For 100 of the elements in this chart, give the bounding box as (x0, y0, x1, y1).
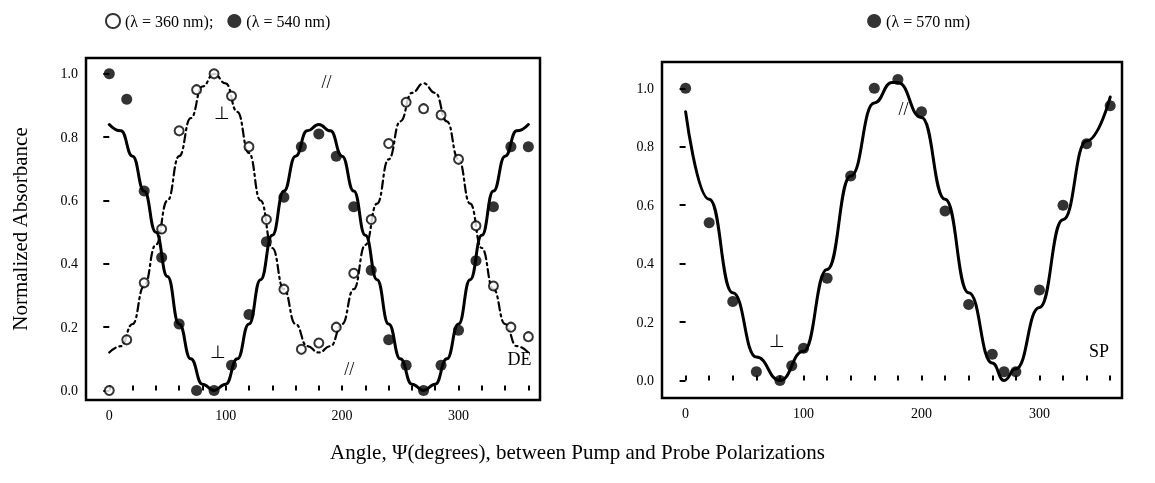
legend-label: (λ = 570 nm) (886, 12, 971, 31)
point (121, 334, 133, 346)
legend-label: (λ = 360 nm); (125, 12, 214, 31)
y-tick-label: 0.2 (60, 319, 78, 335)
point (260, 214, 272, 225)
point (243, 309, 255, 320)
point (383, 138, 395, 149)
point (418, 103, 430, 115)
y-axis-title: Normalized Absorbance (7, 127, 32, 331)
x-tick-label: 100 (793, 405, 815, 421)
point (470, 255, 482, 267)
point (173, 125, 185, 137)
point (505, 321, 517, 333)
annotation: DE (507, 348, 532, 369)
point (774, 374, 786, 386)
point (916, 106, 927, 118)
point (680, 82, 692, 94)
point (191, 385, 203, 396)
point (939, 205, 951, 217)
annotation: SP (1088, 340, 1110, 361)
point (1104, 100, 1116, 112)
point (1010, 366, 1022, 378)
point (103, 385, 115, 396)
point (1057, 199, 1069, 211)
point (1081, 138, 1093, 150)
point (418, 385, 430, 396)
x-tick-label: 0 (682, 405, 690, 421)
point (156, 252, 168, 263)
point (208, 68, 220, 80)
point (260, 236, 272, 248)
x-tick-label: 300 (1028, 405, 1050, 421)
point (986, 348, 998, 360)
point (278, 191, 290, 203)
point (892, 74, 904, 86)
y-tick-label: 0.4 (636, 256, 654, 272)
point (453, 153, 465, 165)
y-tick-label: 0.2 (636, 314, 654, 330)
point (727, 296, 739, 308)
point (786, 360, 798, 372)
point (226, 359, 238, 371)
x-tick-label: 100 (215, 407, 237, 423)
point (750, 366, 762, 378)
point (383, 334, 395, 346)
point (435, 359, 447, 371)
point (138, 277, 150, 289)
x-tick-label: 300 (448, 407, 470, 423)
y-tick-label: 0.0 (60, 383, 78, 398)
point (470, 220, 482, 232)
y-tick-label: 0.8 (60, 129, 78, 145)
annotation: ⊥ (214, 102, 231, 123)
legend-label: (λ = 540 nm) (246, 12, 331, 31)
annotation: // (898, 99, 909, 120)
point (191, 84, 203, 96)
point (313, 128, 325, 140)
y-tick-label: 0.4 (60, 256, 78, 272)
point (313, 337, 325, 349)
point (1033, 284, 1045, 296)
point (243, 141, 255, 153)
point (278, 283, 290, 295)
point (103, 68, 115, 80)
x-tick-label: 200 (910, 405, 932, 421)
annotation: ⊥ (769, 330, 785, 351)
point (348, 267, 360, 279)
point (522, 331, 534, 343)
point (435, 109, 447, 121)
point (138, 185, 150, 197)
y-tick-label: 1.0 (60, 66, 78, 82)
point (505, 141, 517, 153)
y-tick-label: 0.0 (636, 372, 654, 388)
annotation: // (321, 71, 332, 92)
point (156, 223, 168, 235)
point (868, 82, 880, 94)
point (330, 321, 342, 333)
annotation: ⊥ (209, 342, 226, 363)
y-tick-label: 0.6 (60, 193, 78, 208)
point (998, 366, 1010, 378)
point (453, 324, 465, 336)
point (208, 385, 220, 396)
point (798, 342, 810, 354)
y-tick-label: 0.6 (636, 197, 654, 213)
y-tick-label: 0.8 (636, 139, 654, 155)
annotation: // (344, 359, 355, 380)
point (365, 214, 377, 225)
point (400, 359, 412, 371)
x-tick-label: 0 (105, 407, 113, 423)
point (365, 264, 377, 276)
x-axis-title: Angle, Ψ(degrees), between Pump and Probe Polarizations (329, 440, 826, 465)
y-tick-label: 1.0 (636, 80, 654, 96)
x-tick-label: 200 (331, 407, 353, 423)
point (295, 141, 307, 153)
point (522, 141, 534, 153)
point (295, 343, 307, 355)
point (173, 318, 185, 330)
point (963, 299, 975, 310)
point (400, 96, 412, 108)
point (330, 150, 342, 162)
point (226, 90, 238, 102)
point (821, 272, 833, 284)
point (487, 280, 499, 292)
point (121, 93, 133, 105)
